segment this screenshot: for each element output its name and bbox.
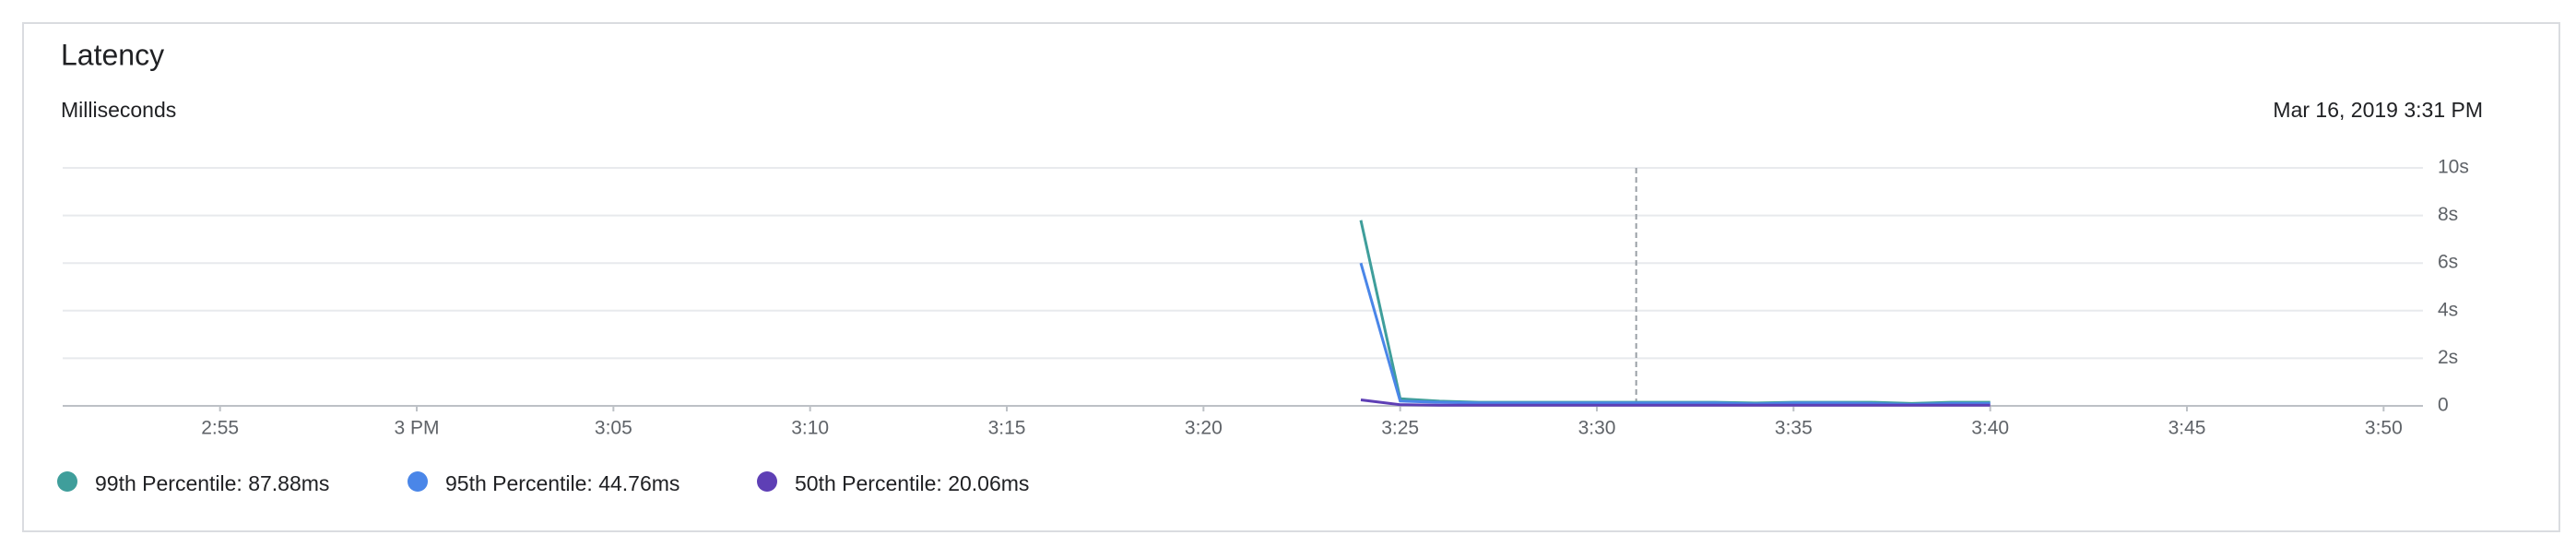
legend-swatch — [408, 471, 428, 492]
legend-label: 99th Percentile: 87.88ms — [95, 471, 329, 495]
x-tick-label: 3:45 — [2168, 418, 2206, 439]
y-tick-label: 6s — [2438, 252, 2458, 273]
x-tick-label: 3:40 — [1971, 418, 2009, 439]
x-tick-label: 3:05 — [595, 418, 632, 439]
series-line — [1360, 398, 1991, 407]
subtitle: Milliseconds — [61, 98, 176, 122]
x-tick-label: 3:10 — [791, 418, 829, 439]
x-tick-label: 3:15 — [988, 418, 1026, 439]
x-tick-label: 3:25 — [1381, 418, 1419, 439]
x-tick-label: 3:35 — [1775, 418, 1813, 439]
y-tick-label: 10s — [2438, 157, 2469, 178]
x-tick-label: 3:20 — [1185, 418, 1223, 439]
card-border — [22, 22, 2560, 532]
legend-swatch — [757, 471, 777, 492]
x-tick-label: 3 PM — [394, 418, 439, 439]
y-tick-label: 2s — [2438, 347, 2458, 368]
x-tick-label: 3:30 — [1578, 418, 1616, 439]
x-tick-label: 3:50 — [2365, 418, 2403, 439]
timestamp: Mar 16, 2019 3:31 PM — [2273, 98, 2483, 122]
y-tick-label: 8s — [2438, 204, 2458, 225]
legend-label: 95th Percentile: 44.76ms — [445, 471, 679, 495]
y-tick-label: 4s — [2438, 299, 2458, 320]
x-tick-label: 2:55 — [201, 418, 239, 439]
y-tick-label: 0 — [2438, 395, 2449, 416]
title: Latency — [61, 38, 164, 71]
legend-label: 50th Percentile: 20.06ms — [795, 471, 1029, 495]
legend-swatch — [57, 471, 77, 492]
